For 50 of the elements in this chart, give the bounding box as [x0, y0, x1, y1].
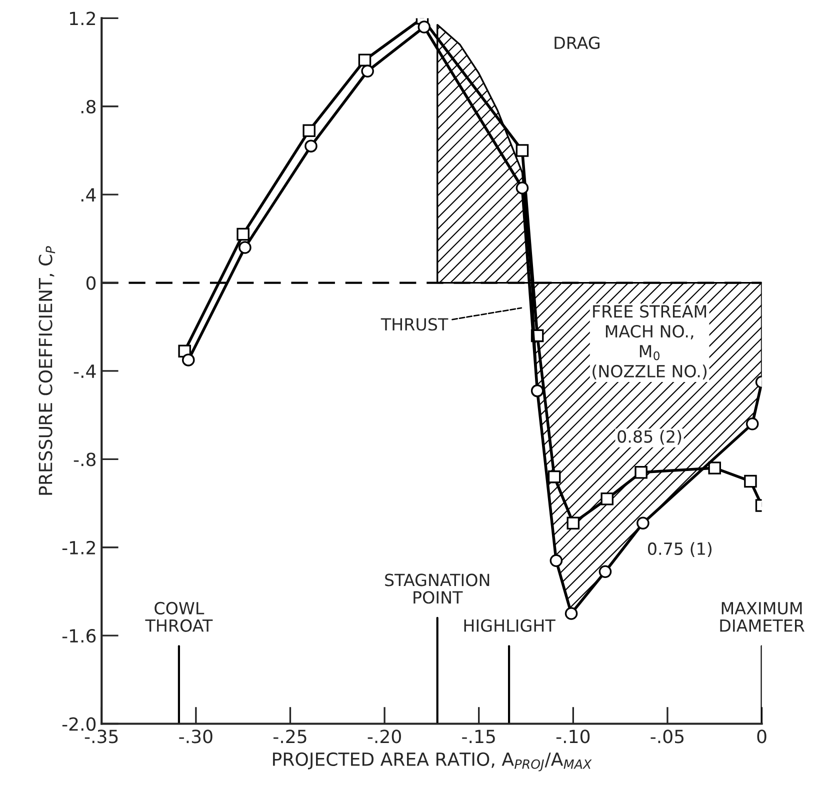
- x-tick-label: -.15: [462, 730, 495, 744]
- point: [236, 228, 250, 241]
- point: [530, 384, 544, 398]
- point: [516, 182, 529, 194]
- annotation: DRAG: [554, 36, 600, 50]
- point: [564, 607, 578, 620]
- point: [304, 140, 318, 152]
- annotation: FREE STREAM MACH NO., M$_{0}$ (NOZZLE NO.): [592, 305, 706, 380]
- y-tick-label: -1.6: [62, 629, 96, 643]
- ref-line-label: STAGNATION POINT: [385, 574, 490, 604]
- point: [636, 516, 650, 530]
- y-tick-label: -.4: [74, 364, 96, 378]
- x-tick-label: -.35: [84, 730, 118, 744]
- annotation: 0.75 (1): [648, 542, 712, 557]
- y-tick-label: -.8: [74, 452, 96, 466]
- point: [600, 492, 614, 506]
- point: [358, 54, 372, 66]
- ref-line-label: HIGHLIGHT: [464, 619, 556, 632]
- x-tick-label: -.10: [556, 730, 590, 744]
- point: [746, 418, 759, 430]
- ref-line-label: MAXIMUM DIAMETER: [720, 602, 804, 632]
- x-tick-label: -.20: [368, 730, 401, 744]
- point: [182, 354, 195, 366]
- x-tick-label: -.25: [274, 730, 306, 744]
- point: [238, 241, 252, 254]
- point: [708, 462, 722, 474]
- point: [418, 20, 431, 34]
- point: [516, 144, 529, 157]
- point: [548, 470, 561, 484]
- point: [598, 565, 612, 578]
- x-tick-label: 0: [757, 730, 766, 744]
- point: [634, 466, 648, 479]
- point: [302, 124, 316, 138]
- annotation: 0.85 (2): [618, 430, 682, 445]
- point: [361, 64, 374, 78]
- annotation: THRUST: [380, 318, 448, 331]
- point: [744, 474, 757, 488]
- point: [550, 554, 563, 567]
- x-tick-label: -.30: [179, 730, 212, 744]
- x-tick-label: -.05: [650, 730, 684, 744]
- y-tick-label: .8: [81, 100, 96, 114]
- y-tick-label: 1.2: [70, 12, 95, 26]
- y-tick-label: 0: [86, 276, 96, 290]
- y-tick-label: -1.2: [62, 540, 95, 554]
- y-tick-label: .4: [81, 188, 96, 202]
- x-axis-title: PROJECTED AREA RATIO, A$_{PROJ}$/A$_{MAX}$: [273, 752, 592, 772]
- y-tick-label: -2.0: [62, 717, 96, 731]
- y-axis-title: PRESSURE COEFFICIENT, C$_{P}$: [38, 246, 56, 495]
- point: [566, 516, 580, 530]
- ref-line-label: COWL THROAT: [145, 602, 213, 632]
